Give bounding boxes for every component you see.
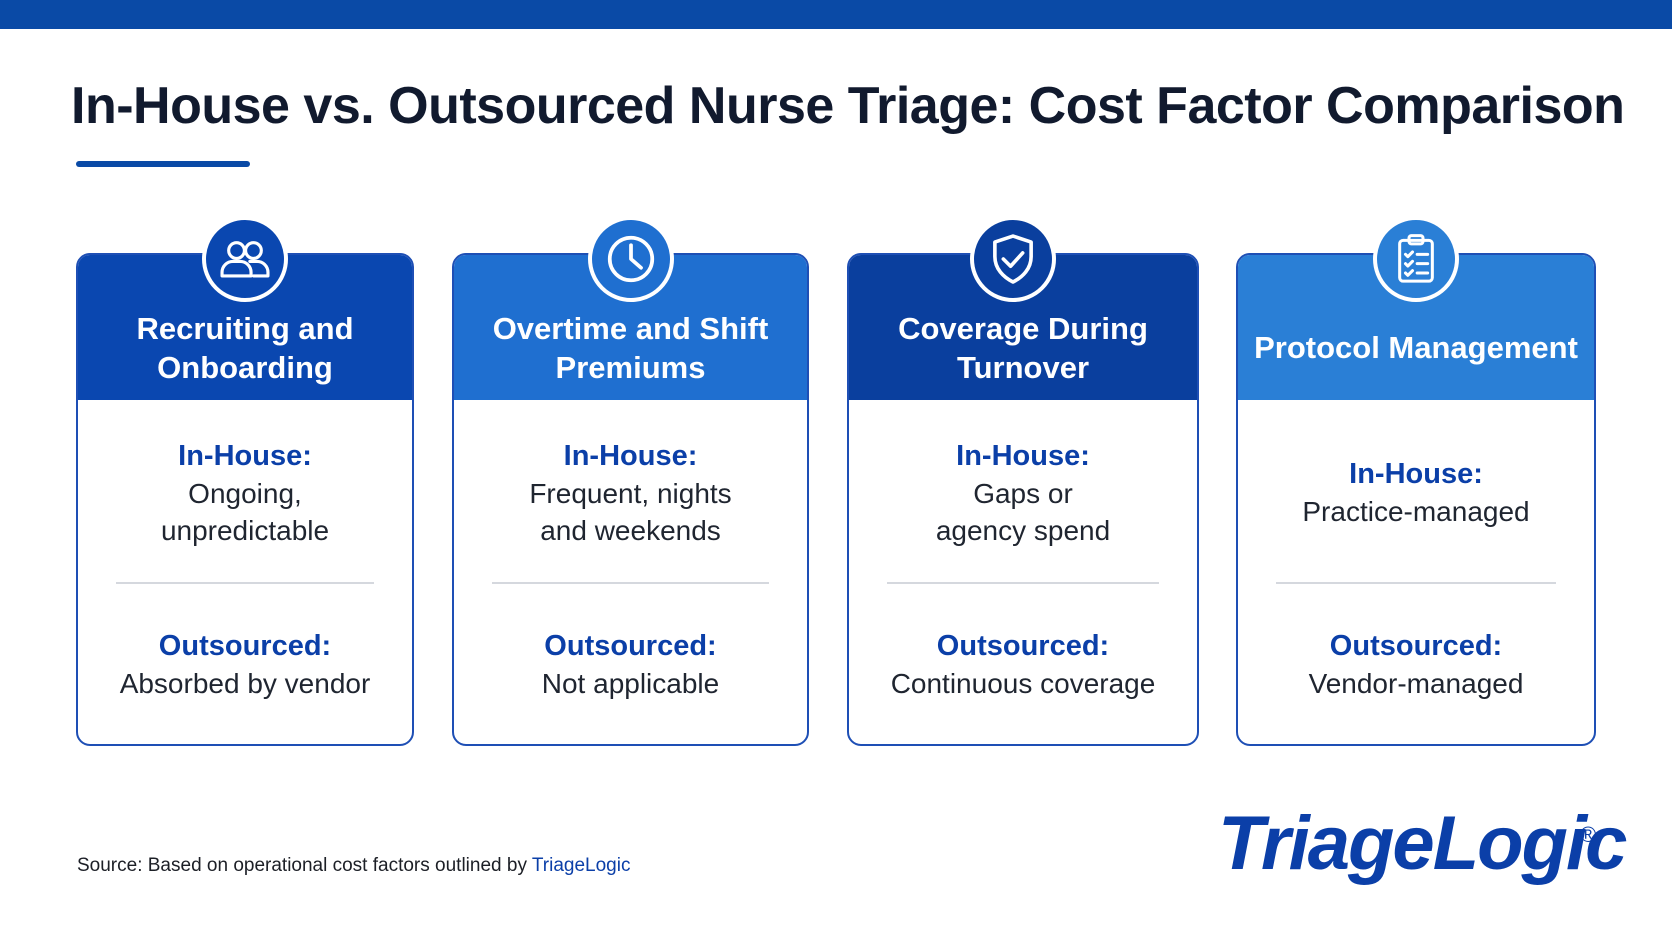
source-link[interactable]: TriageLogic bbox=[531, 855, 631, 876]
card-title: Overtime and Shift Premiums bbox=[492, 310, 769, 385]
inhouse-block: In-House: Gaps or agency spend bbox=[849, 400, 1197, 585]
card-protocol: Protocol Management In-House: Practice-m… bbox=[1236, 253, 1596, 746]
card-title: Recruiting and Onboarding bbox=[136, 310, 354, 385]
registered-mark: ® bbox=[1580, 822, 1597, 847]
inhouse-label: In-House: bbox=[1349, 458, 1483, 490]
inhouse-block: In-House: Practice-managed bbox=[1238, 400, 1594, 585]
card-overtime: Overtime and Shift Premiums In-House: Fr… bbox=[452, 253, 809, 746]
inhouse-label: In-House: bbox=[956, 439, 1090, 472]
page-title: In-House vs. Outsourced Nurse Triage: Co… bbox=[71, 77, 1625, 135]
outsourced-value: Continuous coverage bbox=[890, 667, 1156, 699]
card-body: In-House: Practice-managed Outsourced: V… bbox=[1238, 400, 1594, 744]
outsourced-block: Outsourced: Absorbed by vendor bbox=[78, 584, 412, 744]
people-icon bbox=[202, 216, 288, 302]
divider bbox=[1276, 582, 1556, 584]
outsourced-block: Outsourced: Continuous coverage bbox=[849, 584, 1197, 744]
card-title: Protocol Management bbox=[1254, 330, 1578, 365]
clipboard-checklist-icon bbox=[1373, 216, 1459, 302]
title-underline bbox=[76, 161, 250, 167]
card-body: In-House: Frequent, nights and weekends … bbox=[454, 400, 807, 744]
inhouse-value: Ongoing, unpredictable bbox=[160, 477, 330, 546]
card-body: In-House: Gaps or agency spend Outsource… bbox=[849, 400, 1197, 744]
outsourced-label: Outsourced: bbox=[158, 629, 332, 662]
card-title: Coverage During Turnover bbox=[898, 310, 1148, 385]
source-text: Source: Based on operational cost factor… bbox=[77, 855, 532, 876]
inhouse-value: Gaps or agency spend bbox=[935, 477, 1111, 546]
card-coverage: Coverage During Turnover In-House: Gaps … bbox=[847, 253, 1199, 746]
triagelogic-logo: TriageLogic bbox=[1218, 801, 1627, 886]
outsourced-label: Outsourced: bbox=[936, 629, 1110, 662]
inhouse-value: Practice-managed bbox=[1302, 496, 1530, 527]
inhouse-block: In-House: Ongoing, unpredictable bbox=[78, 400, 412, 585]
clock-icon bbox=[588, 216, 674, 302]
divider bbox=[887, 582, 1159, 584]
card-header: Overtime and Shift Premiums bbox=[454, 255, 807, 400]
top-band bbox=[0, 0, 1672, 29]
inhouse-block: In-House: Frequent, nights and weekends bbox=[454, 400, 807, 585]
outsourced-value: Absorbed by vendor bbox=[119, 667, 371, 699]
outsourced-block: Outsourced: Vendor-managed bbox=[1238, 584, 1594, 744]
outsourced-block: Outsourced: Not applicable bbox=[454, 584, 807, 744]
card-recruiting: Recruiting and Onboarding In-House: Ongo… bbox=[76, 253, 414, 746]
outsourced-label: Outsourced: bbox=[1329, 629, 1503, 662]
outsourced-value: Not applicable bbox=[541, 667, 720, 699]
outsourced-label: Outsourced: bbox=[544, 629, 717, 662]
outsourced-value: Vendor-managed bbox=[1308, 667, 1524, 699]
shield-check-icon bbox=[970, 216, 1056, 302]
card-body: In-House: Ongoing, unpredictable Outsour… bbox=[78, 400, 412, 744]
divider bbox=[492, 582, 769, 584]
inhouse-value: Frequent, nights and weekends bbox=[529, 477, 732, 546]
inhouse-label: In-House: bbox=[563, 439, 698, 472]
divider bbox=[116, 582, 374, 584]
card-header: Coverage During Turnover bbox=[849, 255, 1197, 400]
inhouse-label: In-House: bbox=[178, 439, 312, 472]
source-note: Source: Based on operational cost factor… bbox=[77, 855, 630, 877]
